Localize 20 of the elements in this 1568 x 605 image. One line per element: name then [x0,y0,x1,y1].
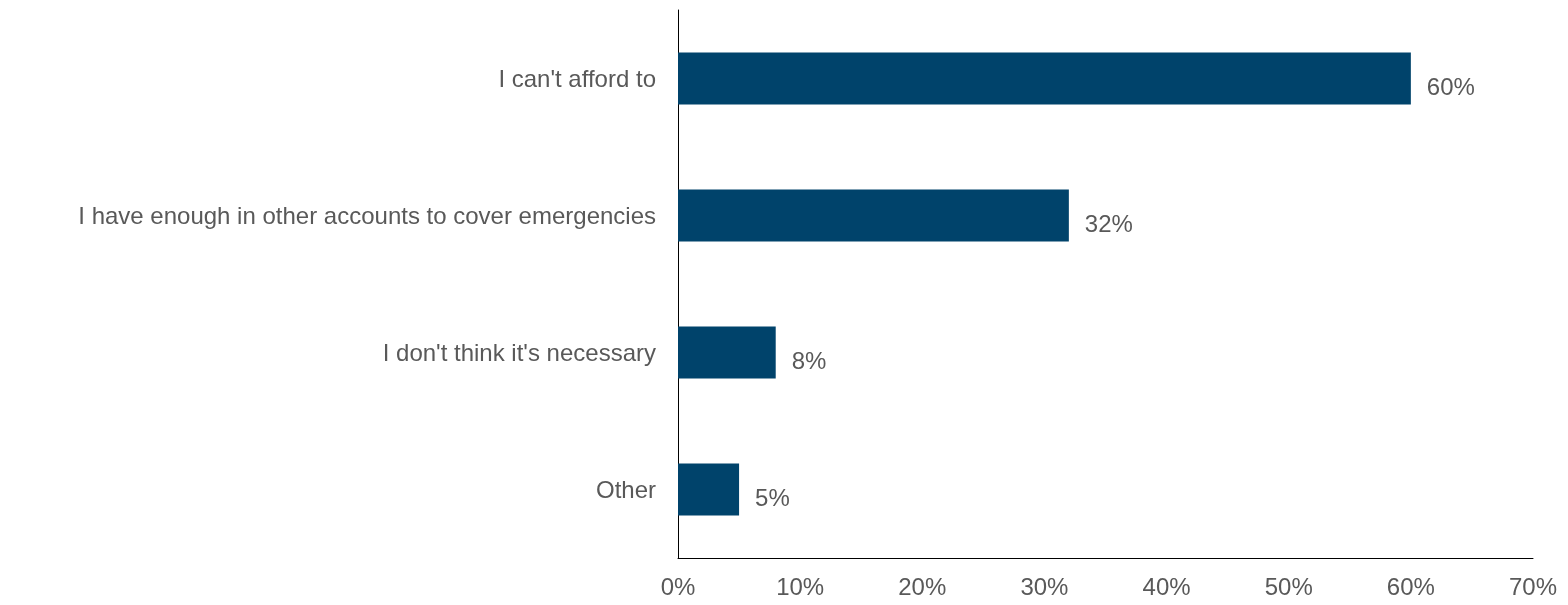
bar [678,326,776,379]
data-label: 32% [1084,210,1133,237]
bar [678,463,740,516]
x-tick-label: 30% [1020,572,1069,600]
y-tick-label: I have enough in other accounts to cover emergencies [78,202,656,229]
y-tick-label: I can't afford to [498,65,656,92]
y-tick-label: I don't think it's necessary [382,339,656,366]
data-label: 5% [755,484,790,511]
x-tick-label: 20% [898,572,947,600]
data-label: 8% [791,347,827,374]
data-label: 60% [1426,73,1475,100]
x-tick-label: 60% [1386,572,1435,600]
x-tick-label: 0% [660,572,696,600]
bar [678,52,1411,105]
x-tick-label: 70% [1508,572,1558,600]
y-tick-label: Other [595,476,656,503]
bar [678,189,1069,242]
x-tick-label: 50% [1264,572,1313,600]
x-tick-label: 10% [776,572,825,600]
x-tick-label: 40% [1142,572,1191,600]
